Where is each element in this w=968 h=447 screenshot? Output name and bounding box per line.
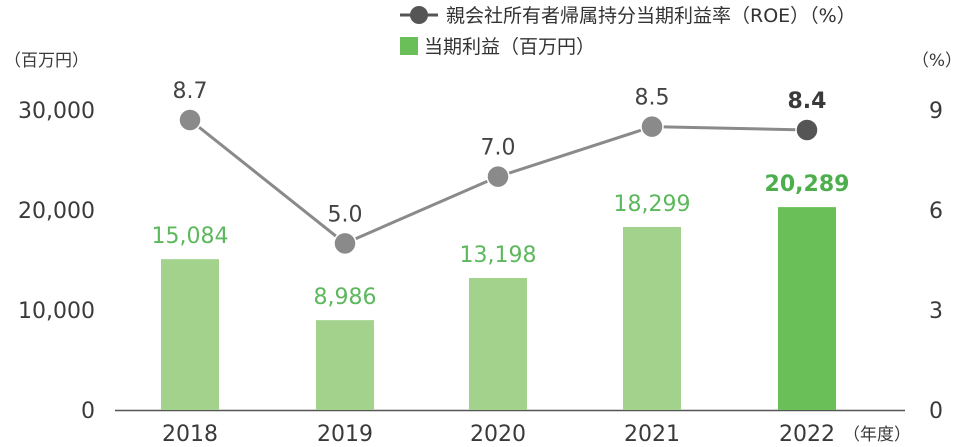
right-tick-label: 0 xyxy=(929,399,943,424)
left-tick-label: 10,000 xyxy=(18,299,95,324)
legend-line-swatch xyxy=(400,6,438,24)
roe-label-2021: 8.5 xyxy=(635,86,670,111)
bar-data-labels: 15,084 8,986 13,198 18,299 20,289 xyxy=(152,172,850,310)
bar-2018 xyxy=(161,259,219,410)
right-axis-ticks: 0 3 6 9 xyxy=(929,99,943,424)
category-label-2019: 2019 xyxy=(317,422,373,447)
bar-2019 xyxy=(316,320,374,410)
roe-point-2018 xyxy=(178,108,202,132)
right-tick-label: 3 xyxy=(929,299,943,324)
category-label-2018: 2018 xyxy=(162,422,218,447)
line-data-labels: 8.7 5.0 7.0 8.5 8.4 xyxy=(173,79,827,227)
bar-label-2019: 8,986 xyxy=(314,285,377,310)
bar-label-2021: 18,299 xyxy=(614,192,691,217)
right-axis-unit: （%） xyxy=(912,51,962,71)
roe-label-2019: 5.0 xyxy=(328,202,363,227)
legend-bar-swatch xyxy=(400,37,418,55)
bar-series xyxy=(161,207,836,410)
left-tick-label: 20,000 xyxy=(18,199,95,224)
roe-point-2022 xyxy=(795,118,819,142)
line-series xyxy=(178,108,819,256)
roe-label-2018: 8.7 xyxy=(173,79,208,104)
legend-label-profit: 当期利益（百万円） xyxy=(424,36,595,58)
x-axis-unit: （年度） xyxy=(843,425,911,445)
roe-point-2021 xyxy=(640,114,664,139)
bar-2022 xyxy=(778,207,836,410)
right-tick-label: 9 xyxy=(929,99,943,124)
right-tick-label: 6 xyxy=(929,199,943,224)
bar-label-2020: 13,198 xyxy=(460,243,537,268)
category-label-2020: 2020 xyxy=(470,422,526,447)
left-tick-label: 30,000 xyxy=(18,99,95,124)
left-axis-unit: （百万円） xyxy=(4,51,89,71)
left-axis-ticks: 0 10,000 20,000 30,000 xyxy=(18,99,95,424)
left-tick-label: 0 xyxy=(81,399,95,424)
legend-label-roe: 親会社所有者帰属持分当期利益率（ROE）（%） xyxy=(446,5,856,27)
legend: 親会社所有者帰属持分当期利益率（ROE）（%） 当期利益（百万円） xyxy=(400,5,856,58)
bar-2020 xyxy=(469,278,527,410)
roe-label-2020: 7.0 xyxy=(481,136,516,161)
roe-point-2019 xyxy=(333,231,357,256)
category-label-2022: 2022 xyxy=(779,422,835,447)
roe-label-2022: 8.4 xyxy=(788,89,827,114)
bar-label-2022: 20,289 xyxy=(765,172,850,197)
roe-point-2020 xyxy=(486,164,510,189)
bar-2021 xyxy=(623,227,681,410)
category-labels: 2018 2019 2020 2021 2022 xyxy=(162,422,835,447)
bar-label-2018: 15,084 xyxy=(152,224,229,249)
category-label-2021: 2021 xyxy=(624,422,680,447)
